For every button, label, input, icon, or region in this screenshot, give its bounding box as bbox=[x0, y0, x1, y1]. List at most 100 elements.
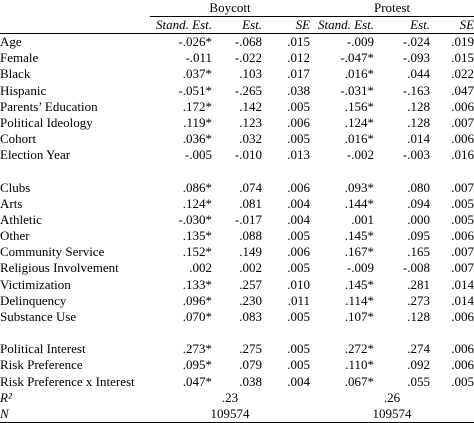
table-row: Black .037* .103 .017 .016* .044 .022 bbox=[0, 66, 474, 82]
boycott-stand-est-cell: .152* bbox=[182, 244, 212, 260]
protest-sample-size: 109574 bbox=[310, 405, 474, 423]
table-row: Risk Preference x Interest .047* .038 .004.… bbox=[0, 374, 474, 390]
boycott-se-cell: .006 bbox=[287, 244, 311, 260]
table-row: Political Interest .273* .275 .005 .272* .274… bbox=[0, 341, 474, 357]
row-label: Athletic bbox=[0, 211, 42, 227]
table-row: Other .135* .088 .005 .145* .095 .006 bbox=[0, 228, 474, 244]
boycott-stand-est-cell: .086* bbox=[182, 179, 212, 195]
protest-stand-est-cell: -.009 bbox=[346, 34, 375, 49]
boycott-est-cell: -.022 bbox=[234, 50, 262, 66]
boycott-se-cell: .005 bbox=[287, 260, 311, 276]
boycott-se-cell: .005 bbox=[287, 228, 311, 244]
spacer-row bbox=[0, 325, 474, 341]
protest-est-cell: .094 bbox=[407, 195, 431, 211]
boycott-r-squared: .23 bbox=[221, 389, 239, 405]
protest-est-cell: .044 bbox=[407, 66, 431, 82]
protest-se-cell: .014 bbox=[451, 276, 474, 292]
boycott-est-cell: .038 bbox=[239, 373, 262, 389]
spacer-cell bbox=[0, 164, 474, 180]
boycott-se-cell: .004 bbox=[287, 373, 311, 389]
boycott-se-cell: .005 bbox=[287, 341, 311, 357]
table-row: Delinquency .096* .230 .011 .114* .273 .014 bbox=[0, 293, 474, 309]
protest-est-cell: .165 bbox=[407, 244, 431, 260]
protest-se-cell: .015 bbox=[451, 50, 474, 66]
protest-est-cell: .095 bbox=[407, 228, 431, 244]
boycott-stand-est-header: Stand. Est. bbox=[150, 16, 212, 34]
boycott-stand-est-cell: .096* bbox=[182, 292, 212, 308]
boycott-se-cell: .012 bbox=[287, 50, 311, 66]
boycott-stand-est-cell: .172* bbox=[182, 98, 212, 114]
boycott-se-cell: .038 bbox=[287, 82, 311, 98]
boycott-est-cell: .088 bbox=[239, 228, 262, 244]
boycott-se-header: SE bbox=[262, 16, 311, 34]
protest-est-cell: -.163 bbox=[402, 82, 431, 98]
boycott-se-cell: .005 bbox=[287, 131, 311, 147]
protest-stand-est-header: Stand. Est. bbox=[310, 16, 375, 34]
boycott-est-cell: -.068 bbox=[234, 34, 262, 49]
row-label: Political Ideology bbox=[0, 114, 93, 130]
variable-header bbox=[0, 16, 150, 34]
protest-se-cell: .005 bbox=[451, 211, 474, 227]
protest-stand-est-cell: .001 bbox=[351, 211, 375, 227]
protest-stand-est-cell: .016* bbox=[344, 131, 375, 147]
protest-se-cell: .019 bbox=[451, 34, 474, 49]
protest-stand-est-cell: -.031* bbox=[340, 82, 375, 98]
boycott-stand-est-cell: .047* bbox=[182, 373, 212, 389]
boycott-stand-est-cell: -.011 bbox=[185, 50, 212, 66]
table-row: Religious Involvement .002 .002 .005 -.009 -.… bbox=[0, 260, 474, 276]
protest-stand-est-cell: .145* bbox=[344, 228, 375, 244]
protest-est-cell: .000 bbox=[407, 211, 431, 227]
protest-est-cell: .092 bbox=[407, 357, 431, 373]
boycott-est-cell: .149 bbox=[239, 244, 262, 260]
spacer-row bbox=[0, 164, 474, 180]
boycott-est-cell: -.265 bbox=[234, 82, 262, 98]
boycott-se-cell: .004 bbox=[287, 195, 311, 211]
protest-stand-est-cell: .167* bbox=[344, 244, 375, 260]
protest-est-cell: -.003 bbox=[402, 147, 431, 163]
protest-est-cell: .128 bbox=[407, 114, 431, 130]
table-row: Political Ideology .119* .123 .006 .124* .128… bbox=[0, 115, 474, 131]
table-body: Age -.026* -.068 .015 -.009 -.024 .019 Female -.… bbox=[0, 34, 474, 423]
table-row: Parents’ Education .172* .142 .005 .156* .128… bbox=[0, 99, 474, 115]
boycott-stand-est-cell: .133* bbox=[182, 276, 212, 292]
protest-est-cell: .281 bbox=[407, 276, 431, 292]
protest-stand-est-cell: .272* bbox=[344, 341, 375, 357]
protest-se-cell: .005 bbox=[451, 373, 474, 389]
boycott-stand-est-cell: -.030* bbox=[178, 211, 212, 227]
protest-stand-est-cell: .107* bbox=[344, 309, 375, 324]
boycott-est-cell: .032 bbox=[239, 131, 262, 147]
protest-se-cell: .006 bbox=[451, 357, 474, 373]
protest-se-cell: .005 bbox=[451, 195, 474, 211]
boycott-se-cell: .005 bbox=[287, 309, 311, 324]
protest-est-header: Est. bbox=[374, 16, 431, 34]
protest-stand-est-cell: .124* bbox=[344, 114, 375, 130]
row-label: Parents’ Education bbox=[0, 98, 98, 114]
table-row: Risk Preference .095* .079 .005 .110* .092 .00… bbox=[0, 357, 474, 373]
protest-est-cell: .273 bbox=[407, 292, 431, 308]
row-label: Delinquency bbox=[0, 292, 67, 308]
protest-se-cell: .006 bbox=[451, 98, 474, 114]
protest-stand-est-cell: .144* bbox=[344, 195, 375, 211]
protest-est-cell: -.008 bbox=[402, 260, 431, 276]
boycott-est-cell: -.017 bbox=[234, 211, 262, 227]
sample-size-label: N bbox=[0, 405, 150, 423]
boycott-se-cell: .006 bbox=[287, 179, 311, 195]
row-label: Victimization bbox=[0, 276, 71, 292]
protest-se-cell: .006 bbox=[451, 309, 474, 324]
boycott-sample-size: 109574 bbox=[150, 405, 311, 423]
protest-stand-est-cell: -.009 bbox=[346, 260, 375, 276]
protest-est-cell: .014 bbox=[407, 131, 431, 147]
boycott-se-cell: .015 bbox=[287, 34, 311, 49]
protest-se-cell: .006 bbox=[451, 131, 474, 147]
row-label: Substance Use bbox=[0, 309, 77, 324]
boycott-stand-est-cell: -.051* bbox=[178, 82, 212, 98]
boycott-se-cell: .005 bbox=[287, 98, 311, 114]
boycott-est-header: Est. bbox=[212, 16, 262, 34]
table-row: Substance Use .070* .083 .005 .107* .128 .006 bbox=[0, 309, 474, 325]
r-squared-row: R² .23 .26 bbox=[0, 390, 474, 406]
table-row: Victimization .133* .257 .010 .145* .281 .014 bbox=[0, 277, 474, 293]
row-label: Age bbox=[0, 34, 22, 49]
r-squared-label: R² bbox=[0, 389, 12, 405]
protest-stand-est-cell: .110* bbox=[345, 357, 375, 373]
boycott-stand-est-cell: -.005 bbox=[184, 147, 212, 163]
